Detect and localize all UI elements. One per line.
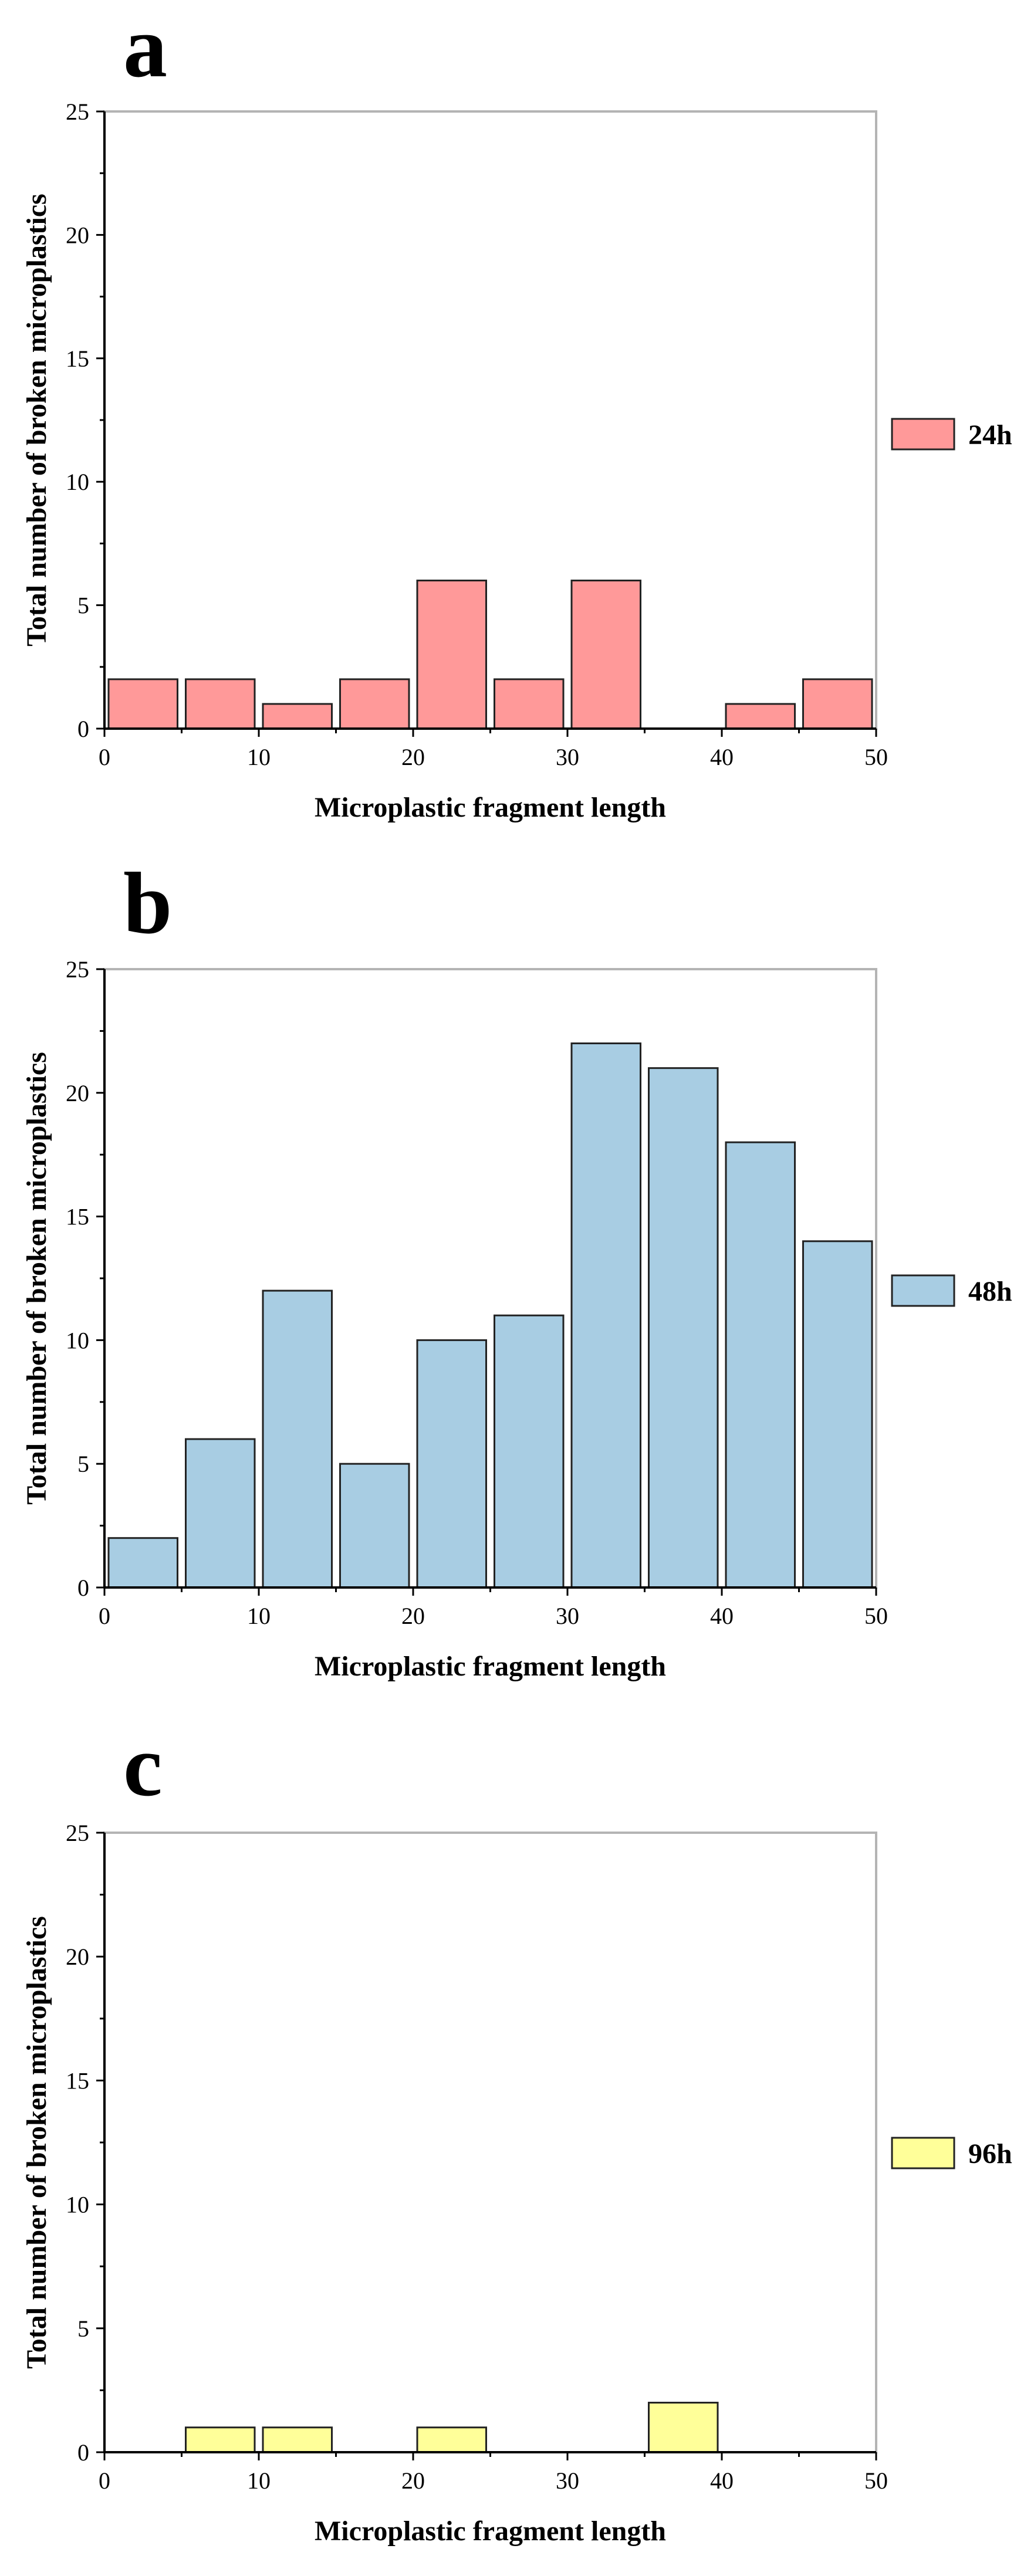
bar-35-40 [648, 2402, 719, 2453]
x-tick-label: 0 [99, 744, 110, 770]
bar-0-5 [107, 1537, 178, 1589]
chart-panel-a: a 0 5 10 15 20 25 0 10 20 30 40 50 Microplastic fragm… [21, 0, 1012, 823]
bar-15-20 [339, 678, 410, 730]
plot-frame [103, 110, 877, 730]
legend-swatch [891, 1274, 955, 1307]
bar-20-25 [416, 2426, 487, 2453]
y-tick-label: 20 [66, 1080, 89, 1106]
x-tick-label: 20 [401, 1603, 425, 1629]
bar-30-35 [570, 1042, 641, 1589]
bar-30-35 [570, 580, 641, 730]
legend-label: 96h [968, 2138, 1012, 2169]
y-tick-label: 20 [66, 1944, 89, 1970]
panel-letter: c [123, 1717, 163, 1815]
y-tick-label: 20 [66, 222, 89, 248]
x-tick-label: 50 [864, 744, 888, 770]
x-tick-label: 50 [864, 2467, 888, 2494]
panel-letter: b [123, 855, 172, 952]
bar-5-10 [185, 2426, 256, 2453]
bar-15-20 [339, 1463, 410, 1589]
bar-25-30 [494, 1314, 565, 1589]
chart-panel-b: b 0 5 10 15 20 25 0 10 20 30 40 50 Microplastic fragm… [21, 855, 1012, 1682]
y-axis-title: Total number of broken microplastics [21, 1052, 52, 1505]
plot-frame [103, 1832, 877, 2453]
y-tick-label: 0 [77, 2439, 89, 2466]
y-tick-label: 25 [66, 956, 89, 983]
y-tick-label: 10 [66, 469, 89, 495]
y-tick-label: 15 [66, 2067, 89, 2094]
y-axis-title: Total number of broken microplastics [21, 194, 52, 646]
bar-25-30 [494, 678, 565, 730]
y-tick-label: 15 [66, 1204, 89, 1230]
bar-40-45 [725, 703, 796, 730]
x-tick-label: 10 [247, 1603, 271, 1629]
legend-label: 24h [968, 419, 1012, 451]
x-axis-title: Microplastic fragment length [315, 1651, 666, 1682]
y-tick-label: 0 [77, 716, 89, 742]
legend-label: 48h [968, 1276, 1012, 1307]
x-tick-label: 40 [710, 2467, 734, 2494]
y-tick-label: 15 [66, 346, 89, 372]
bar-20-25 [416, 1339, 487, 1589]
x-tick-label: 30 [556, 1603, 579, 1629]
y-tick-label: 5 [77, 1451, 89, 1477]
y-tick-label: 0 [77, 1575, 89, 1601]
x-tick-label: 30 [556, 744, 579, 770]
x-tick-label: 0 [99, 2467, 110, 2494]
legend-swatch [891, 418, 955, 451]
x-tick-label: 20 [401, 2467, 425, 2494]
bar-40-45 [725, 1141, 796, 1589]
y-tick-label: 25 [66, 1820, 89, 1846]
x-tick-label: 40 [710, 1603, 734, 1629]
x-tick-label: 0 [99, 1603, 110, 1629]
bar-10-15 [262, 2426, 333, 2453]
y-tick-label: 25 [66, 99, 89, 125]
y-tick-label: 10 [66, 2192, 89, 2218]
x-axis-title: Microplastic fragment length [315, 792, 666, 823]
panel-letter: a [123, 0, 167, 96]
bar-5-10 [185, 678, 256, 730]
x-tick-label: 10 [247, 744, 271, 770]
x-tick-label: 30 [556, 2467, 579, 2494]
bar-45-50 [802, 1240, 873, 1589]
chart-panel-c: c 0 5 10 15 20 25 0 10 20 30 40 50 Microplastic fragm… [21, 1717, 1012, 2547]
x-tick-label: 40 [710, 744, 734, 770]
x-axis-title: Microplastic fragment length [315, 2516, 666, 2547]
bar-5-10 [185, 1438, 256, 1589]
bar-35-40 [648, 1067, 719, 1589]
y-tick-label: 10 [66, 1327, 89, 1353]
y-axis-title: Total number of broken microplastics [21, 1916, 52, 2369]
bar-0-5 [107, 678, 178, 730]
x-tick-label: 20 [401, 744, 425, 770]
bar-10-15 [262, 703, 333, 730]
bar-10-15 [262, 1289, 333, 1589]
y-tick-label: 5 [77, 593, 89, 619]
legend-swatch [891, 2137, 955, 2169]
bar-45-50 [802, 678, 873, 730]
x-tick-label: 10 [247, 2467, 271, 2494]
bar-20-25 [416, 580, 487, 730]
x-tick-label: 50 [864, 1603, 888, 1629]
y-tick-label: 5 [77, 2316, 89, 2342]
